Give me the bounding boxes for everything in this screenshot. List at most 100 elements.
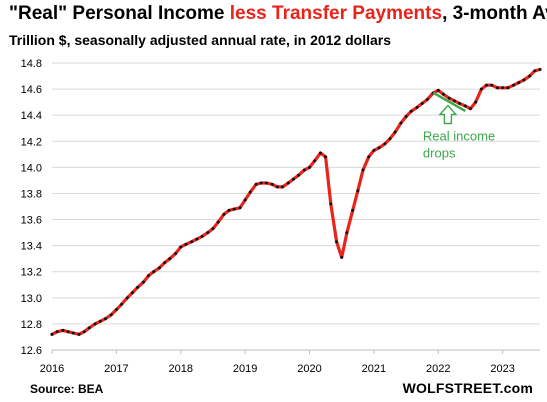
data-point	[232, 207, 236, 211]
data-point	[275, 185, 279, 189]
data-point	[485, 83, 489, 87]
data-point	[195, 237, 199, 241]
data-point	[356, 189, 360, 193]
data-point	[447, 96, 451, 100]
y-tick-label: 14.2	[21, 136, 42, 148]
data-point	[264, 181, 268, 185]
title-part-real: "Real" Personal Income	[9, 3, 230, 24]
y-tick-label: 13.4	[21, 241, 42, 253]
annotation-line	[432, 91, 466, 113]
annotation-label-line1: Real income	[423, 128, 495, 143]
chart-subtitle: Trillion $, seasonally adjusted annual r…	[9, 32, 392, 48]
data-point	[141, 280, 145, 284]
x-tick-label: 2022	[426, 363, 450, 375]
source-note: Source: BEA	[30, 382, 104, 396]
data-point	[190, 240, 194, 244]
data-point	[538, 68, 542, 72]
data-point	[109, 313, 113, 317]
y-tick-label: 13.8	[21, 188, 42, 200]
data-point	[227, 208, 231, 212]
grid-lines	[52, 62, 540, 351]
data-point	[291, 177, 295, 181]
data-point	[463, 104, 467, 108]
y-tick-label: 13.2	[21, 267, 42, 279]
data-point	[533, 69, 537, 73]
data-point	[399, 121, 403, 125]
data-point	[163, 261, 167, 265]
data-point	[216, 220, 220, 224]
data-point	[367, 155, 371, 159]
data-point	[66, 330, 70, 334]
data-point	[103, 317, 107, 321]
data-point	[50, 332, 54, 336]
data-point	[77, 332, 81, 336]
series-layer	[50, 67, 542, 336]
data-point	[82, 330, 86, 334]
data-point	[340, 255, 344, 259]
data-point	[280, 185, 284, 189]
data-point	[436, 88, 440, 92]
data-point	[468, 107, 472, 111]
data-point	[152, 270, 156, 274]
data-point	[238, 206, 242, 210]
data-point	[501, 86, 505, 90]
y-tick-label: 14.6	[21, 84, 42, 96]
x-tick-label: 2021	[362, 363, 386, 375]
data-point	[522, 78, 526, 82]
y-tick-label: 12.6	[21, 345, 42, 357]
data-point	[248, 190, 252, 194]
data-point	[404, 114, 408, 118]
y-tick-label: 13.6	[21, 215, 42, 227]
data-point	[55, 330, 59, 334]
data-point	[302, 168, 306, 172]
data-point	[479, 87, 483, 91]
y-tick-label: 14.0	[21, 162, 42, 174]
data-point	[512, 83, 516, 87]
data-point	[377, 146, 381, 150]
data-point	[308, 165, 312, 169]
data-point	[174, 251, 178, 255]
y-axis-labels: 12.6 12.8 13.0 13.2 13.4 13.6 13.8 14.0 14.2 14.4…	[21, 58, 42, 357]
data-point	[98, 319, 102, 323]
data-point	[324, 155, 328, 159]
brand-logo: WOLFSTREET.com	[402, 380, 533, 396]
data-point	[206, 231, 210, 235]
data-point	[318, 151, 322, 155]
x-tick-label: 2020	[297, 363, 321, 375]
title-part-avg: , 3-month Avg	[442, 3, 547, 24]
data-point	[270, 182, 274, 186]
data-point	[425, 98, 429, 102]
data-point	[222, 212, 226, 216]
data-point	[254, 182, 258, 186]
data-point	[200, 235, 204, 239]
data-point	[409, 109, 413, 113]
data-point	[393, 130, 397, 134]
data-point	[361, 168, 365, 172]
data-point	[179, 245, 183, 249]
series-line	[50, 67, 542, 336]
data-point	[351, 208, 355, 212]
data-point	[441, 92, 445, 96]
data-point	[130, 291, 134, 295]
data-point	[388, 137, 392, 141]
data-point	[383, 142, 387, 146]
data-point	[184, 242, 188, 246]
data-point	[297, 173, 301, 177]
data-point	[71, 331, 75, 335]
data-point	[125, 296, 129, 300]
annotation-label-line2: drops	[423, 145, 456, 160]
y-tick-label: 12.8	[21, 319, 42, 331]
chart-title: "Real" Personal Income less Transfer Pay…	[9, 3, 547, 25]
data-point	[286, 181, 290, 185]
data-point	[329, 202, 333, 206]
data-point	[313, 159, 317, 163]
x-tick-label: 2023	[490, 363, 514, 375]
x-tick-label: 2016	[40, 363, 64, 375]
data-point	[420, 101, 424, 105]
data-point	[93, 322, 97, 326]
data-point	[474, 100, 478, 104]
data-point	[345, 231, 349, 235]
data-point	[506, 86, 510, 90]
data-point	[528, 74, 532, 78]
